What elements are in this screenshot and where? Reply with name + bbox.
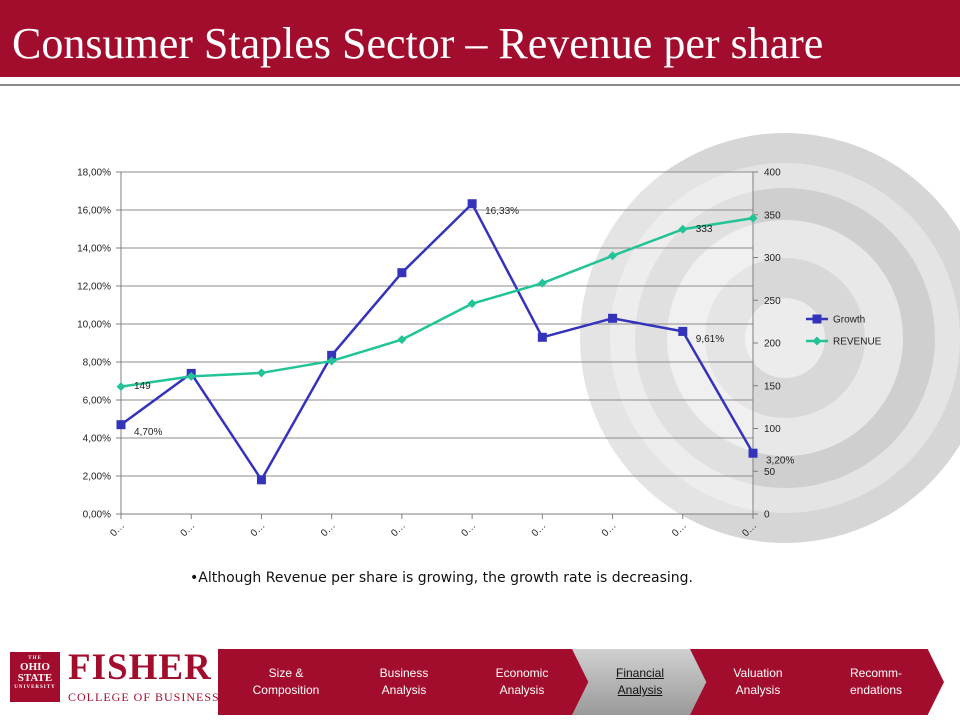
seal-line: OHIO xyxy=(20,661,50,673)
data-point-revenue xyxy=(186,371,196,381)
section-nav: Size & Composition Business Analysis Eco… xyxy=(218,649,960,715)
series-line-growth xyxy=(120,202,755,482)
nav-label: Business Analysis xyxy=(379,666,429,697)
data-point-growth xyxy=(748,448,758,458)
data-label: 149 xyxy=(134,381,151,392)
x-tick-label: 0… xyxy=(389,520,408,539)
x-tick-label: 0… xyxy=(179,520,198,539)
y-left-tick-label: 6,00% xyxy=(83,396,111,407)
y-right-tick-label: 400 xyxy=(764,168,781,179)
data-point-growth xyxy=(467,199,477,209)
legend-marker-square xyxy=(812,314,822,324)
footer: THE OHIO STATE UNIVERSITY FISHER COLLEGE… xyxy=(0,640,960,720)
y-left-tick-label: 10,00% xyxy=(77,320,111,331)
data-point-revenue xyxy=(678,224,688,234)
y-right-tick-label: 250 xyxy=(764,296,781,307)
nav-economic-analysis[interactable]: Economic Analysis xyxy=(454,649,590,715)
plot-area xyxy=(121,172,753,514)
nav-label: Recomm-endations xyxy=(849,666,903,697)
x-tick-label: 0… xyxy=(108,520,127,539)
y-left-tick-label: 18,00% xyxy=(77,168,111,179)
nav-label: Financial Analysis xyxy=(615,666,665,697)
title-divider xyxy=(0,84,960,86)
data-point-growth xyxy=(116,420,126,430)
x-tick-label: 0… xyxy=(459,520,478,539)
nav-financial-analysis[interactable]: Financial Analysis xyxy=(572,649,708,715)
data-label: 9,61% xyxy=(696,334,724,345)
data-point-revenue xyxy=(397,335,407,345)
x-tick-label: 0… xyxy=(740,520,759,539)
nav-label: Valuation Analysis xyxy=(733,666,783,697)
y-left-tick-label: 12,00% xyxy=(77,282,111,293)
data-point-growth xyxy=(608,313,618,323)
data-point-growth xyxy=(678,326,688,336)
y-left-tick-label: 16,00% xyxy=(77,206,111,217)
nav-valuation-analysis[interactable]: Valuation Analysis xyxy=(690,649,826,715)
data-point-revenue xyxy=(327,356,337,366)
x-tick-label: 0… xyxy=(319,520,338,539)
data-point-growth xyxy=(327,350,337,360)
y-right-tick-label: 300 xyxy=(764,253,781,264)
x-tick-label: 0… xyxy=(530,520,549,539)
bullet-text: •Although Revenue per share is growing, … xyxy=(190,570,694,586)
nav-recommendations[interactable]: Recomm-endations xyxy=(808,649,944,715)
y-left-tick-label: 2,00% xyxy=(83,472,111,483)
y-left-tick-label: 4,00% xyxy=(83,434,111,445)
data-point-revenue xyxy=(537,278,547,288)
line-chart: 0,00% 2,00% 4,00% 6,00% 8,00% 10,00% 12,00% 14,… xyxy=(77,168,882,540)
y-right-tick-label: 200 xyxy=(764,339,781,350)
y-left-tick-label: 14,00% xyxy=(77,244,111,255)
y-left-tick-label: 8,00% xyxy=(83,358,111,369)
data-label: 16,33% xyxy=(485,206,519,217)
bullet-content: Although Revenue per share is growing, t… xyxy=(198,570,694,586)
y-right-tick-label: 150 xyxy=(764,381,781,392)
slide-title: Consumer Staples Sector – Revenue per sh… xyxy=(12,19,824,68)
legend-marker-diamond xyxy=(812,336,822,346)
data-point-revenue xyxy=(748,213,758,223)
nav-label: Size & Composition xyxy=(252,666,320,697)
x-tick-label: 0… xyxy=(249,520,268,539)
data-point-growth xyxy=(397,268,407,278)
data-point-revenue xyxy=(116,382,126,392)
x-tick-label: 0… xyxy=(670,520,689,539)
seal-line: UNIVERSITY xyxy=(14,685,56,690)
legend-label: REVENUE xyxy=(833,337,882,348)
seal-line: THE xyxy=(28,656,42,661)
seal-line: STATE xyxy=(17,672,53,684)
title-bar: Consumer Staples Sector – Revenue per sh… xyxy=(0,0,960,80)
y-right-tick-label: 0 xyxy=(764,510,770,521)
y-right-tick-label: 100 xyxy=(764,424,781,435)
logo-subtitle: COLLEGE OF BUSINESS xyxy=(68,690,220,704)
nav-label: Economic Analysis xyxy=(495,666,549,697)
x-tick-label: 0… xyxy=(600,520,619,539)
data-point-growth xyxy=(537,332,547,342)
y-right-tick-label: 50 xyxy=(764,467,776,478)
data-point-revenue xyxy=(608,251,618,261)
data-label: 3,20% xyxy=(766,456,794,467)
y-right-tick-label: 350 xyxy=(764,210,781,221)
university-seal-logo: THE OHIO STATE UNIVERSITY xyxy=(10,652,60,702)
seal-watermark xyxy=(580,133,960,543)
data-point-revenue xyxy=(256,368,266,378)
legend-label: Growth xyxy=(833,315,865,326)
data-point-growth xyxy=(256,475,266,485)
nav-business-analysis[interactable]: Business Analysis xyxy=(336,649,472,715)
nav-size-composition[interactable]: Size & Composition xyxy=(218,649,354,715)
data-label: 333 xyxy=(696,224,713,235)
series-line-revenue xyxy=(120,216,754,388)
logo-name: FISHER xyxy=(68,647,212,688)
y-left-tick-label: 0,00% xyxy=(83,510,111,521)
data-point-revenue xyxy=(467,299,477,309)
data-label: 4,70% xyxy=(134,427,162,438)
